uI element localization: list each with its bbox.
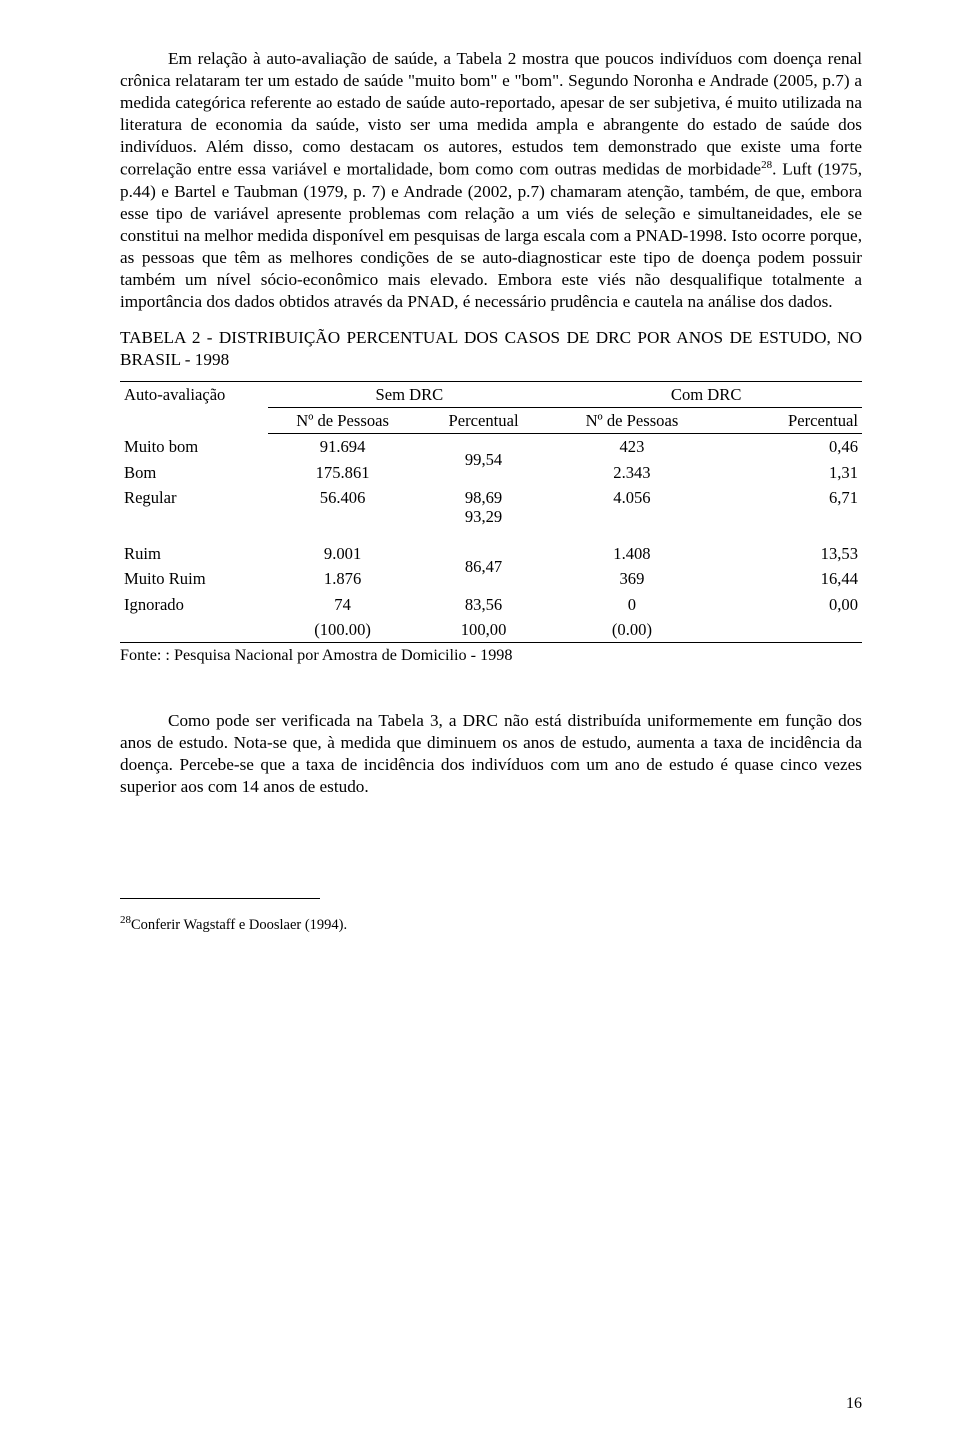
table-row: Ruim 9.001 86,47 1.408 13,53 xyxy=(120,541,862,566)
cell-label: Bom xyxy=(120,460,268,485)
cell-a: 74 xyxy=(268,592,416,617)
cell-label: Regular xyxy=(120,485,268,510)
cell-c: 1.408 xyxy=(550,541,713,566)
cell-a: 56.406 xyxy=(268,485,416,510)
table-body-group-2: Ruim 9.001 86,47 1.408 13,53 Muito Ruim … xyxy=(120,541,862,642)
cell-a: 1.876 xyxy=(268,566,416,591)
th-percentual-2: Percentual xyxy=(714,408,862,434)
cell-label: Muito bom xyxy=(120,434,268,460)
table-body-group-1: Muito bom 91.694 99,54 423 0,46 Bom 175.… xyxy=(120,434,862,541)
cell-d: 6,71 xyxy=(714,485,862,510)
table-2-title: TABELA 2 - DISTRIBUIÇÃO PERCENTUAL DOS C… xyxy=(120,327,862,371)
paragraph-1-text-b: . Luft (1975, p.44) e Bartel e Taubman (… xyxy=(120,160,862,311)
table-row-b-only: 93,29 xyxy=(120,510,862,525)
th-com-drc: Com DRC xyxy=(550,381,862,407)
paragraph-2: Como pode ser verificada na Tabela 3, a … xyxy=(120,710,862,798)
cell-a-paren: (100.00) xyxy=(268,617,416,643)
table-row: Muito bom 91.694 99,54 423 0,46 xyxy=(120,434,862,460)
cell-label: Ruim xyxy=(120,541,268,566)
table-source: Fonte: : Pesquisa Nacional por Amostra d… xyxy=(120,645,862,666)
th-sem-drc: Sem DRC xyxy=(268,381,550,407)
th-n-pessoas-1: Nº de Pessoas xyxy=(268,408,416,434)
document-page: Em relação à auto-avaliação de saúde, a … xyxy=(0,0,960,1454)
th-auto-avaliacao: Auto-avaliação xyxy=(120,381,268,433)
table-row: Ignorado 74 83,56 0 0,00 xyxy=(120,592,862,617)
table-row-totals: (100.00) 100,00 (0.00) xyxy=(120,617,862,643)
cell-c: 2.343 xyxy=(550,460,713,485)
cell-b-prev: 83,56 xyxy=(417,592,551,617)
cell-b: 100,00 xyxy=(417,617,551,643)
footnote-text: Conferir Wagstaff e Dooslaer (1994). xyxy=(131,917,347,933)
cell-label: Muito Ruim xyxy=(120,566,268,591)
cell-label: Ignorado xyxy=(120,592,268,617)
cell-a: 91.694 xyxy=(268,434,416,460)
spacer-row xyxy=(120,525,862,541)
cell-c: 0 xyxy=(550,592,713,617)
cell-d: 0,46 xyxy=(714,434,862,460)
th-percentual-1: Percentual xyxy=(417,408,551,434)
cell-a: 9.001 xyxy=(268,541,416,566)
footnote-separator xyxy=(120,898,320,899)
table-2: Auto-avaliação Sem DRC Com DRC Nº de Pes… xyxy=(120,381,862,643)
cell-c: 423 xyxy=(550,434,713,460)
cell-a: 175.861 xyxy=(268,460,416,485)
cell-b: 93,29 xyxy=(417,510,551,525)
footnote-28: 28Conferir Wagstaff e Dooslaer (1994). xyxy=(120,913,862,934)
cell-b: 99,54 xyxy=(417,434,551,485)
cell-d: 0,00 xyxy=(714,592,862,617)
cell-c: 4.056 xyxy=(550,485,713,510)
cell-d: 16,44 xyxy=(714,566,862,591)
footnote-ref-28: 28 xyxy=(761,159,772,171)
paragraph-1-text-a: Em relação à auto-avaliação de saúde, a … xyxy=(120,49,862,179)
th-n-pessoas-2: Nº de Pessoas xyxy=(550,408,713,434)
cell-d: 13,53 xyxy=(714,541,862,566)
paragraph-1: Em relação à auto-avaliação de saúde, a … xyxy=(120,48,862,313)
cell-c: 369 xyxy=(550,566,713,591)
footnote-number: 28 xyxy=(120,914,131,926)
page-number: 16 xyxy=(846,1394,862,1414)
cell-b: 86,47 xyxy=(417,541,551,591)
cell-d: 1,31 xyxy=(714,460,862,485)
cell-c-paren: (0.00) xyxy=(550,617,713,643)
spacer xyxy=(120,690,862,710)
